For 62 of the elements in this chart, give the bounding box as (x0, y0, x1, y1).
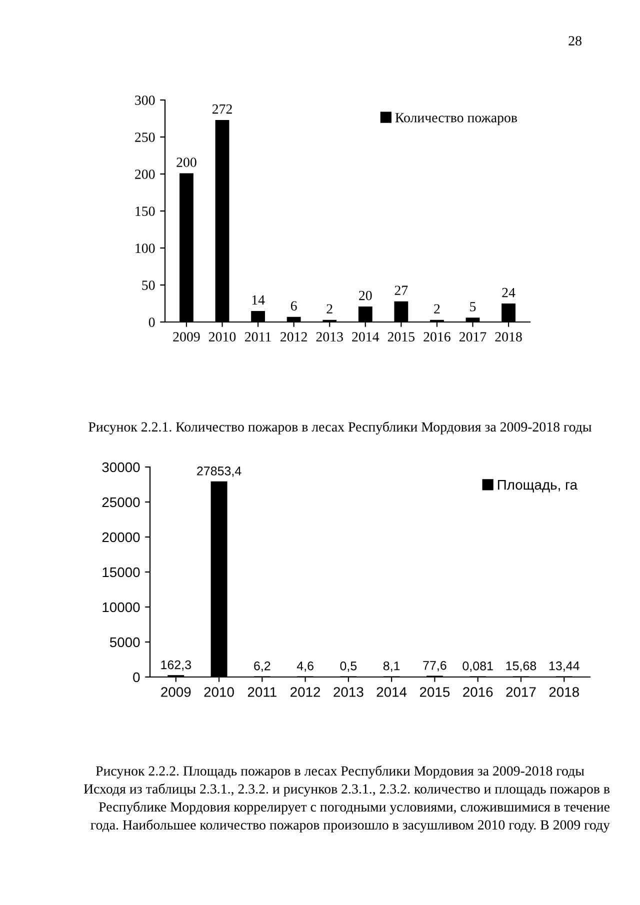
data-label: 272 (212, 104, 232, 114)
y-tick-label: 300 (135, 96, 155, 105)
y-tick-label: 5000 (110, 637, 140, 648)
data-label: 14 (252, 295, 265, 305)
data-label: 13,44 (549, 661, 580, 672)
y-tick-label: 0 (148, 318, 155, 327)
data-label: 2 (326, 304, 332, 314)
y-tick-label: 30000 (102, 462, 140, 472)
x-tick-label: 2014 (352, 332, 380, 342)
data-label: 200 (176, 158, 196, 168)
x-tick-label: 2010 (204, 687, 234, 697)
x-tick-label: 2018 (495, 332, 522, 342)
x-tick-label: 2012 (290, 687, 320, 697)
data-label: 0,081 (462, 662, 493, 672)
data-label: 2 (434, 304, 440, 314)
y-tick-label: 25000 (102, 497, 140, 508)
x-tick-label: 2012 (280, 332, 307, 342)
x-tick-label: 2009 (161, 687, 191, 697)
data-label: 0,5 (340, 662, 357, 672)
data-label: 24 (502, 288, 516, 298)
text: Рисунок 2.2.1. Количество пожаров в лесах Республики Мордовия за 2009-2018 годы (88, 422, 592, 434)
text: Республике Мордовия коррелирует с погодными условиями, сложившимися в течение (98, 802, 610, 814)
data-label: 6 (290, 301, 297, 311)
x-tick-label: 2013 (334, 687, 364, 697)
y-tick-label: 150 (136, 206, 155, 216)
y-tick-label: 50 (142, 280, 155, 290)
y-tick-label: 0 (133, 672, 140, 682)
x-tick-label: 2015 (420, 687, 450, 697)
x-tick-label: 2015 (388, 332, 415, 342)
data-label: 20 (359, 290, 372, 300)
x-tick-label: 2011 (248, 687, 276, 697)
y-tick-label: 200 (135, 170, 155, 179)
data-label: 27 (394, 286, 408, 295)
data-label: 77,6 (423, 660, 446, 672)
x-tick-label: 2017 (459, 332, 486, 342)
data-label: 5 (470, 302, 476, 312)
data-label: 6,2 (254, 661, 270, 672)
data-label: 4,6 (296, 661, 314, 672)
y-tick-label: 250 (135, 132, 155, 142)
x-tick-label: 2011 (245, 332, 271, 342)
data-label: 8,1 (383, 661, 400, 672)
x-tick-label: 2010 (208, 332, 236, 342)
y-tick-label: 15000 (102, 567, 140, 578)
data-label: 162,3 (161, 660, 191, 671)
x-tick-label: 2014 (376, 687, 407, 697)
data-label: 27853,4 (197, 466, 242, 477)
text: года. Наибольшее количество пожаров произошло в засушливом 2010 году. В 2009 году (90, 820, 610, 832)
x-tick-label: 2017 (506, 687, 536, 697)
x-tick-label: 2018 (549, 687, 579, 697)
y-tick-label: 100 (136, 244, 155, 253)
legend-label: Площадь, га (498, 480, 578, 492)
y-tick-label: 20000 (102, 532, 140, 542)
y-tick-label: 10000 (102, 602, 140, 612)
data-label: 15,68 (506, 661, 536, 672)
x-tick-label: 2016 (463, 687, 493, 697)
legend-label: Количество пожаров (395, 113, 518, 126)
text: Рисунок 2.2.2. Площадь пожаров в лесах Республики Мордовия за 2009-2018 годы (96, 766, 584, 778)
text: Исходя из таблицы 2.3.1., 2.3.2. и рисунков 2.3.1., 2.3.2. количество и площадь пожаров в (84, 784, 610, 796)
text: 28 (568, 36, 582, 46)
x-tick-label: 2016 (424, 332, 450, 342)
x-tick-label: 2013 (316, 332, 343, 342)
x-tick-label: 2009 (173, 332, 200, 342)
